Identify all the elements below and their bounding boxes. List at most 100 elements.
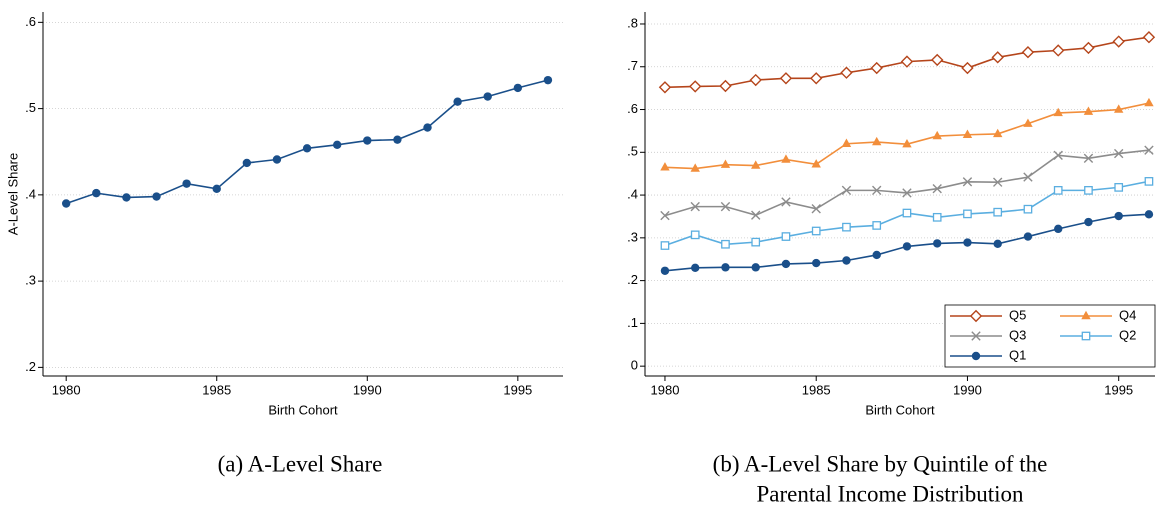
marker — [749, 73, 762, 87]
marker — [720, 159, 731, 168]
marker — [1112, 35, 1125, 48]
line — [664, 149, 1150, 217]
marker — [1084, 217, 1093, 227]
legend-marker — [1081, 331, 1091, 341]
marker — [902, 208, 912, 218]
marker — [1023, 172, 1033, 182]
y-tick-label: 0 — [631, 358, 638, 373]
marker — [961, 61, 974, 75]
x-tick-label: 1985 — [202, 382, 231, 397]
marker — [842, 222, 851, 232]
marker — [902, 188, 912, 198]
y-tick-label: .5 — [25, 100, 36, 115]
caption: (b) A-Level Share by Quintile of the — [713, 451, 1048, 476]
marker — [720, 201, 731, 212]
marker — [841, 185, 852, 196]
marker — [841, 138, 852, 147]
marker — [933, 239, 942, 248]
marker — [690, 163, 700, 172]
y-tick-label: .6 — [627, 101, 638, 116]
marker — [660, 241, 670, 250]
marker — [1114, 211, 1123, 221]
series — [660, 97, 1154, 172]
marker — [1144, 97, 1154, 107]
marker — [1084, 186, 1093, 195]
marker — [870, 61, 883, 75]
marker — [1082, 41, 1095, 55]
marker — [92, 188, 101, 198]
y-tick-label: .2 — [25, 359, 36, 374]
marker — [872, 221, 882, 230]
marker — [1023, 232, 1033, 241]
y-tick-label: .2 — [627, 272, 638, 287]
marker — [719, 79, 732, 93]
marker — [1114, 104, 1124, 113]
marker — [902, 242, 912, 251]
caption: (a) A-Level Share — [218, 451, 383, 476]
marker — [932, 130, 942, 140]
y-tick-label: .6 — [25, 14, 36, 29]
marker — [872, 185, 882, 196]
legend-label: Q1 — [1009, 347, 1026, 362]
marker — [1053, 186, 1063, 195]
marker — [660, 210, 670, 221]
marker — [993, 128, 1003, 138]
marker — [182, 179, 191, 188]
marker — [963, 238, 972, 247]
marker — [61, 199, 71, 208]
caption: Parental Income Distribution — [757, 481, 1024, 506]
legend-marker — [971, 351, 981, 361]
marker — [900, 55, 914, 68]
marker — [811, 159, 821, 168]
marker — [1023, 204, 1033, 214]
marker — [751, 160, 761, 169]
marker — [689, 80, 702, 93]
x-tick-label: 1980 — [52, 382, 81, 397]
x-axis-label: Birth Cohort — [865, 402, 935, 417]
marker — [423, 123, 432, 132]
marker — [779, 72, 793, 85]
marker — [543, 75, 553, 85]
marker — [1114, 148, 1124, 159]
marker — [872, 250, 881, 260]
marker — [931, 53, 944, 67]
marker — [1083, 106, 1094, 115]
legend-label: Q2 — [1119, 327, 1136, 342]
marker — [242, 158, 252, 168]
marker — [152, 192, 161, 201]
marker — [658, 81, 672, 94]
marker — [483, 92, 492, 101]
marker — [751, 237, 761, 247]
marker — [781, 232, 791, 241]
series — [660, 177, 1154, 250]
y-axis-label: A-Level Share — [5, 153, 20, 235]
marker — [660, 266, 670, 275]
legend-label: Q4 — [1119, 307, 1136, 322]
marker — [842, 256, 851, 265]
y-tick-label: .4 — [25, 186, 36, 201]
marker — [962, 129, 973, 138]
marker — [302, 144, 312, 153]
legend-label: Q5 — [1009, 307, 1026, 322]
legend: Q5 Q4 Q3 Q2 Q1 — [944, 304, 1156, 368]
x-tick-label: 1990 — [953, 382, 982, 397]
marker — [991, 51, 1004, 64]
marker — [962, 177, 973, 187]
legend-marker — [971, 331, 981, 341]
marker — [872, 136, 882, 146]
marker — [1144, 210, 1154, 219]
y-tick-label: .3 — [25, 273, 36, 288]
marker — [1023, 118, 1033, 127]
line — [664, 102, 1150, 170]
legend-marker — [969, 309, 983, 323]
marker — [932, 212, 942, 222]
marker — [660, 162, 670, 171]
series — [61, 75, 553, 208]
x-tick-label: 1995 — [1104, 382, 1133, 397]
marker — [1114, 183, 1124, 192]
x-tick-label: 1985 — [802, 382, 831, 397]
marker — [932, 183, 942, 194]
marker — [1052, 44, 1065, 57]
line — [65, 79, 549, 205]
